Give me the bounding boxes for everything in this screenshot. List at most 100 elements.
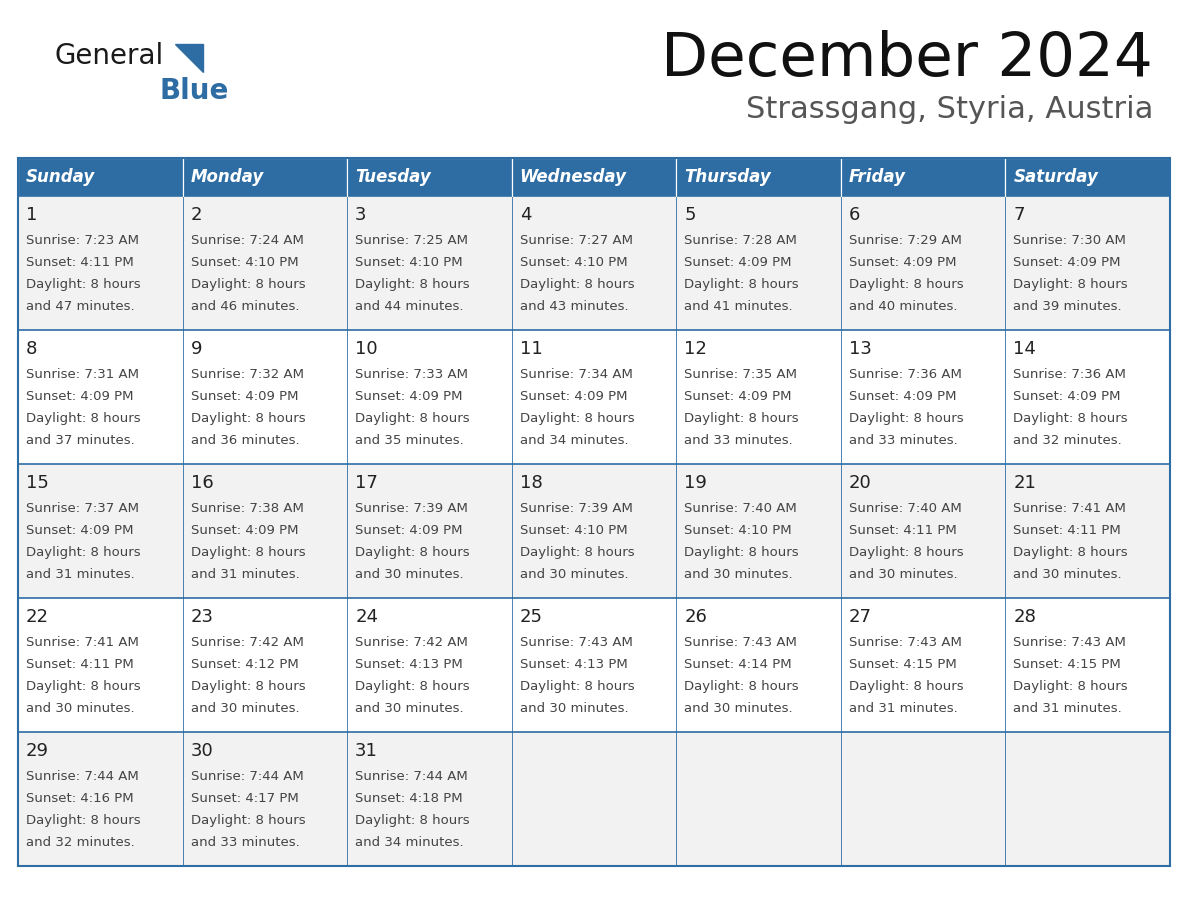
Text: Sunrise: 7:41 AM: Sunrise: 7:41 AM <box>26 636 139 649</box>
Text: Daylight: 8 hours: Daylight: 8 hours <box>355 680 469 693</box>
Bar <box>18 598 1170 732</box>
Text: Sunset: 4:11 PM: Sunset: 4:11 PM <box>26 658 134 671</box>
Text: 11: 11 <box>519 340 543 358</box>
Text: Sunset: 4:09 PM: Sunset: 4:09 PM <box>684 256 791 269</box>
Text: Daylight: 8 hours: Daylight: 8 hours <box>684 546 798 559</box>
Text: 1: 1 <box>26 206 37 224</box>
Text: 19: 19 <box>684 474 707 492</box>
Text: Sunset: 4:13 PM: Sunset: 4:13 PM <box>519 658 627 671</box>
Text: Sunrise: 7:36 AM: Sunrise: 7:36 AM <box>849 368 962 381</box>
Bar <box>18 196 1170 330</box>
Text: Sunset: 4:09 PM: Sunset: 4:09 PM <box>849 256 956 269</box>
Text: Sunrise: 7:43 AM: Sunrise: 7:43 AM <box>849 636 962 649</box>
Text: and 31 minutes.: and 31 minutes. <box>1013 702 1123 715</box>
Text: 8: 8 <box>26 340 37 358</box>
Text: Thursday: Thursday <box>684 168 771 186</box>
Text: Sunrise: 7:29 AM: Sunrise: 7:29 AM <box>849 234 962 247</box>
Text: 16: 16 <box>190 474 214 492</box>
Text: Sunset: 4:09 PM: Sunset: 4:09 PM <box>1013 390 1121 403</box>
Text: and 33 minutes.: and 33 minutes. <box>849 434 958 447</box>
Text: Sunset: 4:14 PM: Sunset: 4:14 PM <box>684 658 792 671</box>
Text: and 39 minutes.: and 39 minutes. <box>1013 300 1121 313</box>
Text: Daylight: 8 hours: Daylight: 8 hours <box>355 278 469 291</box>
Polygon shape <box>175 44 203 72</box>
Text: Sunrise: 7:35 AM: Sunrise: 7:35 AM <box>684 368 797 381</box>
Text: Sunrise: 7:44 AM: Sunrise: 7:44 AM <box>26 770 139 783</box>
Text: Daylight: 8 hours: Daylight: 8 hours <box>519 680 634 693</box>
Text: December 2024: December 2024 <box>662 30 1154 89</box>
Text: Sunset: 4:09 PM: Sunset: 4:09 PM <box>26 390 133 403</box>
Text: Sunrise: 7:41 AM: Sunrise: 7:41 AM <box>1013 502 1126 515</box>
Text: and 36 minutes.: and 36 minutes. <box>190 434 299 447</box>
Text: 23: 23 <box>190 608 214 626</box>
Text: and 30 minutes.: and 30 minutes. <box>190 702 299 715</box>
Text: Wednesday: Wednesday <box>519 168 627 186</box>
Text: 18: 18 <box>519 474 543 492</box>
Text: Daylight: 8 hours: Daylight: 8 hours <box>849 278 963 291</box>
Text: Daylight: 8 hours: Daylight: 8 hours <box>1013 278 1129 291</box>
Text: and 34 minutes.: and 34 minutes. <box>519 434 628 447</box>
Text: Sunset: 4:09 PM: Sunset: 4:09 PM <box>190 524 298 537</box>
Text: Sunset: 4:09 PM: Sunset: 4:09 PM <box>355 524 462 537</box>
Text: Tuesday: Tuesday <box>355 168 431 186</box>
Text: Daylight: 8 hours: Daylight: 8 hours <box>1013 412 1129 425</box>
Text: Daylight: 8 hours: Daylight: 8 hours <box>190 412 305 425</box>
Text: Daylight: 8 hours: Daylight: 8 hours <box>26 546 140 559</box>
Text: Sunset: 4:09 PM: Sunset: 4:09 PM <box>355 390 462 403</box>
Text: Sunset: 4:11 PM: Sunset: 4:11 PM <box>1013 524 1121 537</box>
Text: and 33 minutes.: and 33 minutes. <box>684 434 794 447</box>
Text: Sunrise: 7:42 AM: Sunrise: 7:42 AM <box>355 636 468 649</box>
Text: and 32 minutes.: and 32 minutes. <box>1013 434 1123 447</box>
Text: Sunrise: 7:44 AM: Sunrise: 7:44 AM <box>355 770 468 783</box>
Text: Daylight: 8 hours: Daylight: 8 hours <box>190 814 305 827</box>
Bar <box>512 158 676 196</box>
Text: Daylight: 8 hours: Daylight: 8 hours <box>190 546 305 559</box>
Bar <box>841 158 1005 196</box>
Text: Sunset: 4:11 PM: Sunset: 4:11 PM <box>849 524 956 537</box>
Text: and 32 minutes.: and 32 minutes. <box>26 836 134 849</box>
Text: Sunrise: 7:39 AM: Sunrise: 7:39 AM <box>355 502 468 515</box>
Text: Daylight: 8 hours: Daylight: 8 hours <box>684 278 798 291</box>
Text: 29: 29 <box>26 742 49 760</box>
Text: and 43 minutes.: and 43 minutes. <box>519 300 628 313</box>
Text: Daylight: 8 hours: Daylight: 8 hours <box>849 412 963 425</box>
Text: Sunset: 4:13 PM: Sunset: 4:13 PM <box>355 658 463 671</box>
Text: Sunset: 4:09 PM: Sunset: 4:09 PM <box>1013 256 1121 269</box>
Text: and 30 minutes.: and 30 minutes. <box>26 702 134 715</box>
Text: 27: 27 <box>849 608 872 626</box>
Text: Sunset: 4:09 PM: Sunset: 4:09 PM <box>684 390 791 403</box>
Text: Sunrise: 7:27 AM: Sunrise: 7:27 AM <box>519 234 633 247</box>
Text: Sunset: 4:09 PM: Sunset: 4:09 PM <box>26 524 133 537</box>
Text: and 35 minutes.: and 35 minutes. <box>355 434 463 447</box>
Text: Blue: Blue <box>160 77 229 105</box>
Text: Sunset: 4:15 PM: Sunset: 4:15 PM <box>1013 658 1121 671</box>
Text: Strassgang, Styria, Austria: Strassgang, Styria, Austria <box>746 95 1154 124</box>
Bar <box>676 158 841 196</box>
Text: and 30 minutes.: and 30 minutes. <box>1013 568 1121 581</box>
Bar <box>18 732 1170 866</box>
Text: Sunset: 4:09 PM: Sunset: 4:09 PM <box>519 390 627 403</box>
Text: Sunrise: 7:43 AM: Sunrise: 7:43 AM <box>519 636 632 649</box>
Text: Daylight: 8 hours: Daylight: 8 hours <box>519 278 634 291</box>
Text: 13: 13 <box>849 340 872 358</box>
Text: 2: 2 <box>190 206 202 224</box>
Text: Daylight: 8 hours: Daylight: 8 hours <box>26 814 140 827</box>
Text: Daylight: 8 hours: Daylight: 8 hours <box>355 814 469 827</box>
Text: 14: 14 <box>1013 340 1036 358</box>
Text: and 37 minutes.: and 37 minutes. <box>26 434 134 447</box>
Text: and 41 minutes.: and 41 minutes. <box>684 300 792 313</box>
Text: Sunset: 4:12 PM: Sunset: 4:12 PM <box>190 658 298 671</box>
Text: and 30 minutes.: and 30 minutes. <box>519 568 628 581</box>
Text: 26: 26 <box>684 608 707 626</box>
Text: Daylight: 8 hours: Daylight: 8 hours <box>355 412 469 425</box>
Text: Sunrise: 7:33 AM: Sunrise: 7:33 AM <box>355 368 468 381</box>
Bar <box>18 330 1170 464</box>
Text: Sunrise: 7:37 AM: Sunrise: 7:37 AM <box>26 502 139 515</box>
Text: 21: 21 <box>1013 474 1036 492</box>
Text: Friday: Friday <box>849 168 906 186</box>
Text: 6: 6 <box>849 206 860 224</box>
Text: Daylight: 8 hours: Daylight: 8 hours <box>355 546 469 559</box>
Text: Sunset: 4:16 PM: Sunset: 4:16 PM <box>26 792 133 805</box>
Text: Sunset: 4:09 PM: Sunset: 4:09 PM <box>849 390 956 403</box>
Text: Sunrise: 7:23 AM: Sunrise: 7:23 AM <box>26 234 139 247</box>
